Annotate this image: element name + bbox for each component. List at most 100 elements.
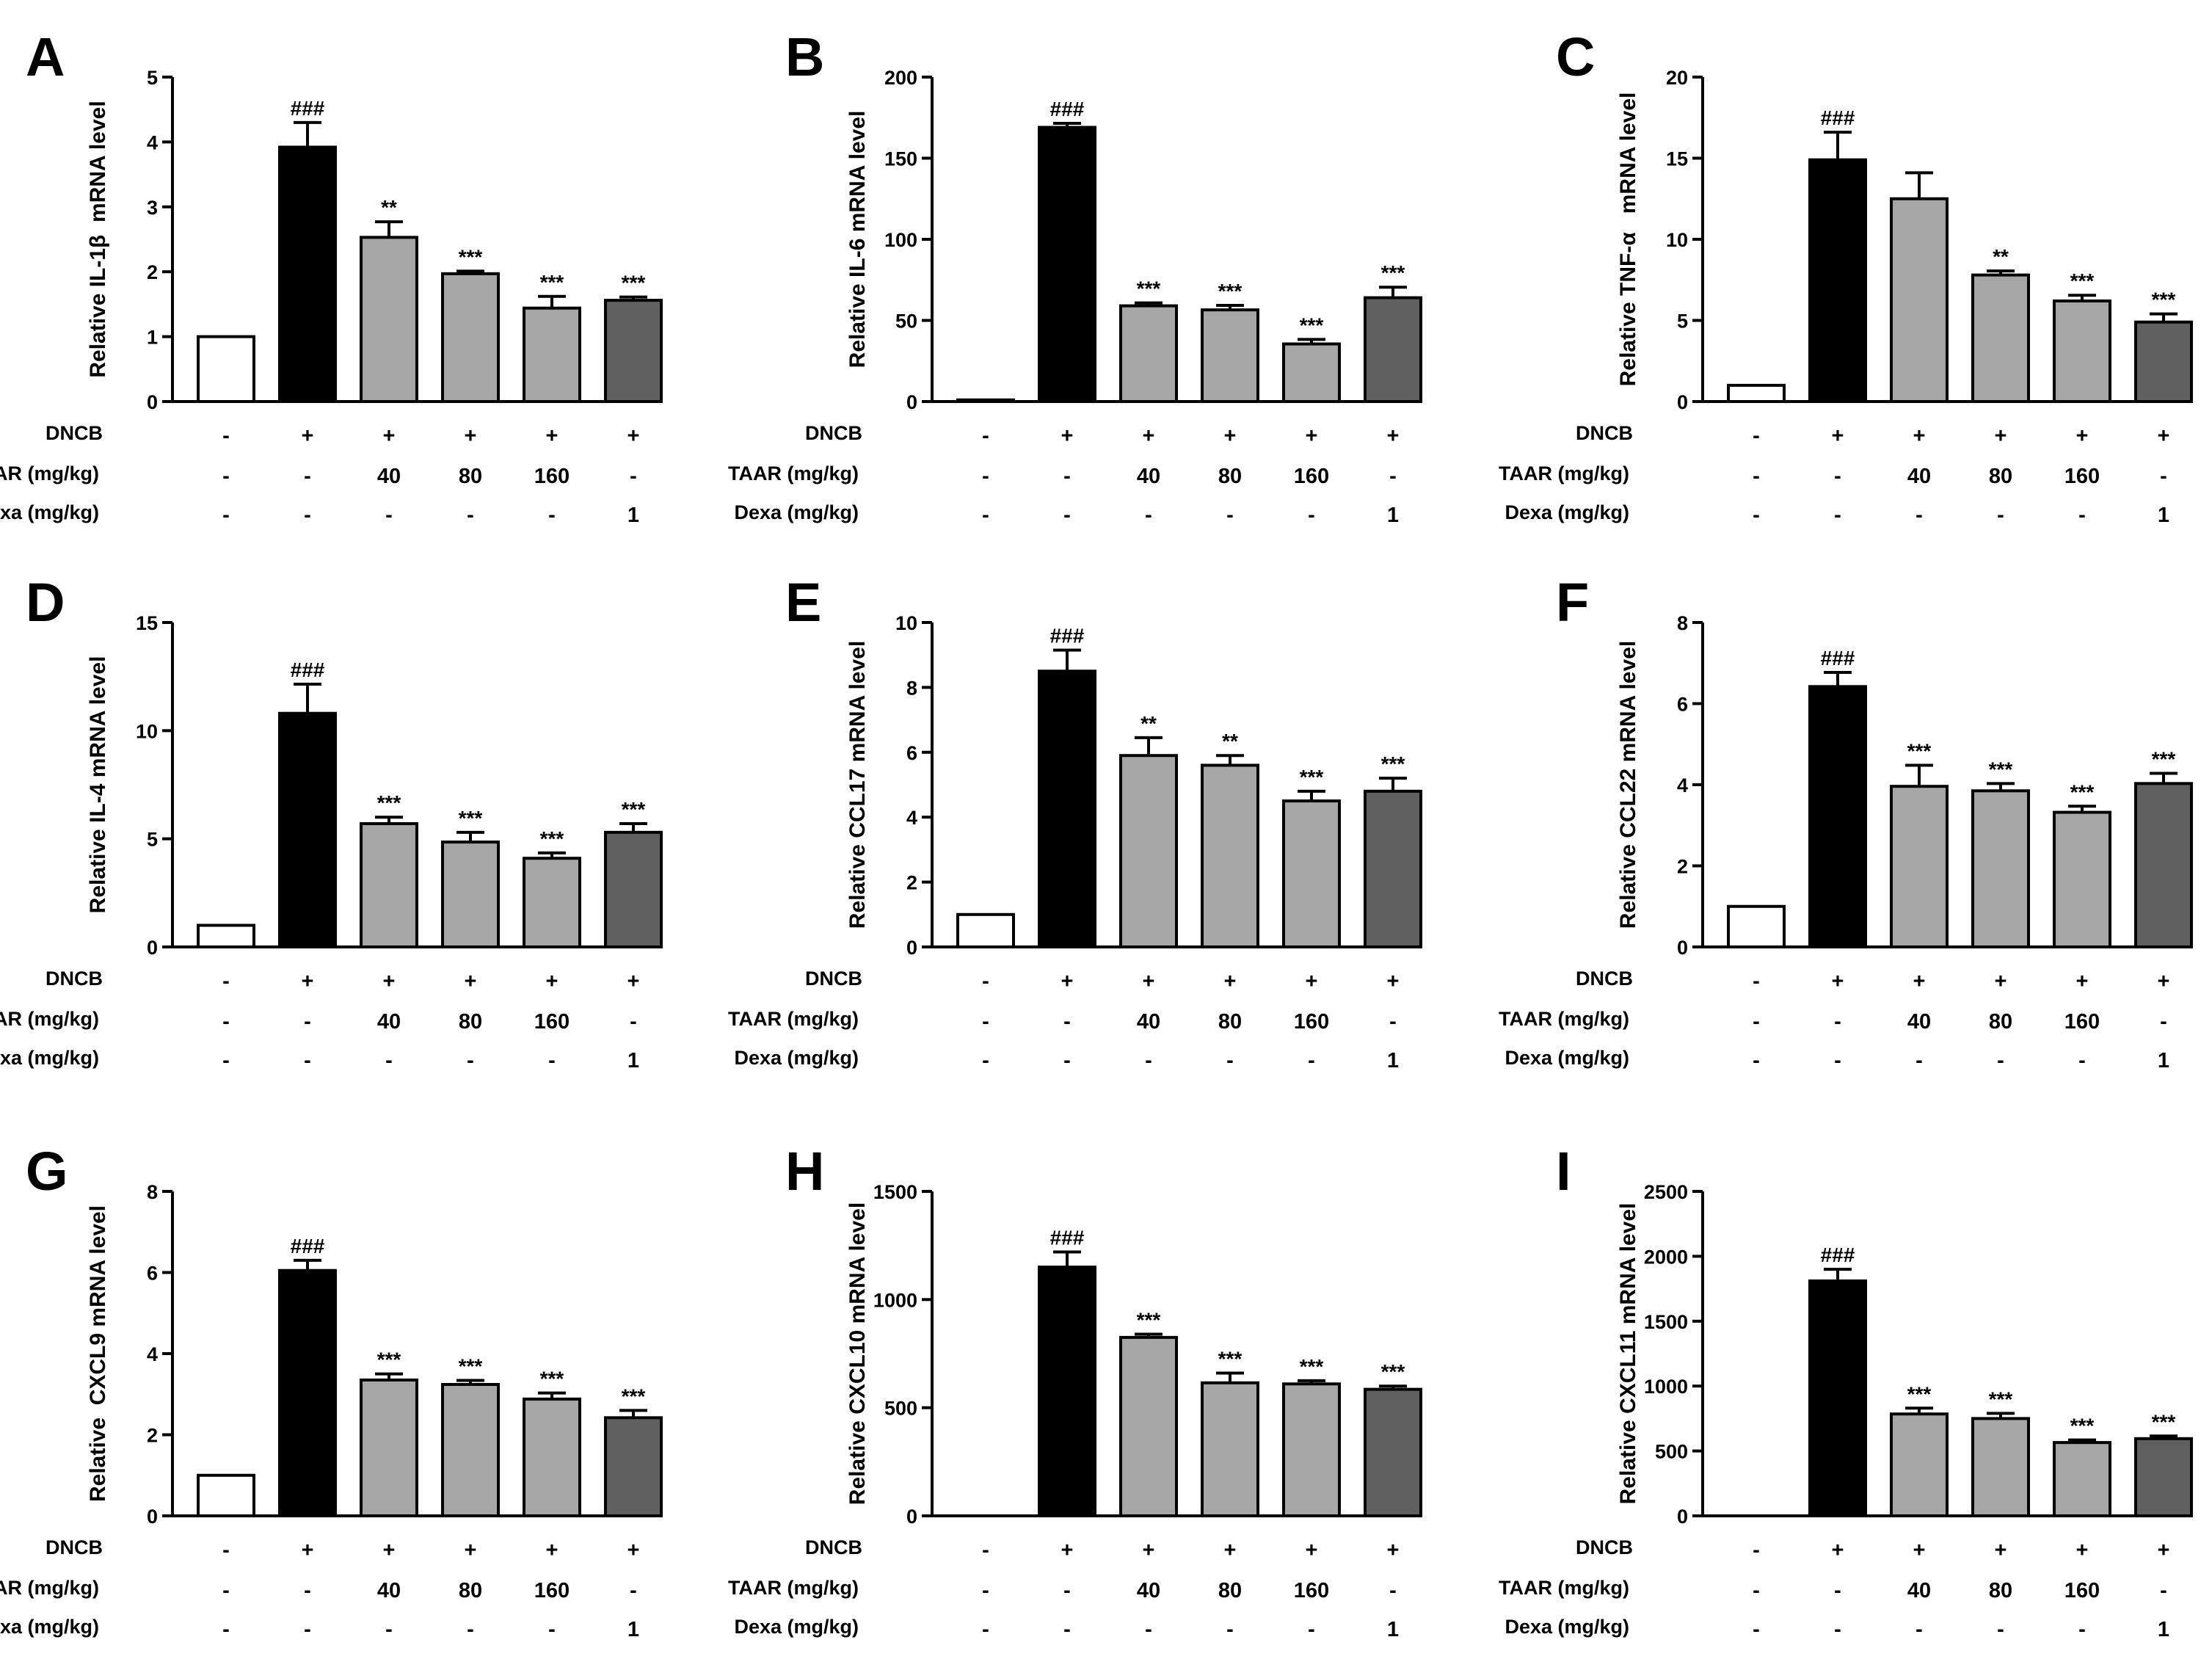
treatment-cell: 80	[459, 1579, 482, 1602]
treatment-cell: -	[222, 970, 230, 993]
y-tick-label: 1500	[873, 1181, 917, 1203]
y-tick-label: 0	[1677, 937, 1688, 959]
treatment-cell: +	[1832, 1539, 1844, 1562]
treatment-cell: -	[1753, 1579, 1760, 1602]
treatment-row-label: DNCB	[1576, 1536, 1633, 1558]
treatment-cell: 160	[1294, 1579, 1329, 1602]
significance-label: ###	[291, 658, 325, 681]
panel-d: D Relative IL-4 mRNA level 0 5 10 15 ### *** ***…	[0, 572, 663, 1072]
treatment-cell: +	[383, 424, 396, 448]
treatment-cell: 160	[2064, 1010, 2100, 1034]
bar	[956, 912, 1015, 949]
treatment-cell: -	[467, 1618, 474, 1641]
treatment-cell: -	[222, 1049, 230, 1072]
treatment-cell: -	[1916, 1049, 1923, 1072]
treatment-row-label: DNCB	[46, 968, 103, 990]
y-tick-label: 500	[1655, 1441, 1688, 1463]
panel-letter: E	[785, 572, 821, 633]
treatment-cell: -	[1997, 1618, 2004, 1641]
treatment-cell: +	[465, 424, 477, 448]
y-tick-label: 2000	[1644, 1246, 1688, 1268]
bar	[2134, 782, 2193, 949]
y-tick-label: 5	[1677, 311, 1688, 333]
treatment-cell: -	[548, 504, 556, 527]
treatment-cell: +	[302, 1539, 314, 1562]
treatment-cell: -	[630, 465, 637, 488]
treatment-row-label: DNCB	[46, 422, 103, 444]
y-tick-label: 3	[147, 197, 158, 219]
treatment-cell: -	[1916, 504, 1923, 527]
treatment-cell: -	[982, 465, 989, 488]
treatment-cell: -	[222, 1618, 230, 1641]
treatment-cell: -	[982, 424, 989, 448]
treatment-cell: 1	[1387, 504, 1399, 527]
y-tick-label: 2	[147, 261, 158, 283]
significance-label: ***	[377, 791, 401, 814]
y-tick-label: 2	[906, 872, 917, 894]
treatment-cell: -	[1753, 504, 1760, 527]
y-tick-label: 200	[884, 67, 917, 89]
treatment-cell: 160	[2064, 1579, 2100, 1602]
treatment-cell: +	[1306, 424, 1318, 448]
panel-letter: B	[785, 26, 824, 87]
panel-h: H Relative CXCL10 mRNA level 0 500 1000 1500 #…	[728, 1141, 1422, 1641]
treatment-cell: -	[1063, 1010, 1071, 1034]
y-tick-label: 500	[884, 1398, 917, 1420]
treatment-cell: +	[546, 1539, 559, 1562]
treatment-cell: +	[1143, 970, 1155, 993]
treatment-cell: -	[1063, 465, 1071, 488]
treatment-cell: -	[2078, 1618, 2086, 1641]
treatment-cell: -	[1063, 1579, 1071, 1602]
bar	[1364, 1387, 1422, 1517]
treatment-cell: +	[627, 970, 640, 993]
significance-label: ###	[1821, 106, 1855, 129]
panel-letter: F	[1556, 572, 1589, 633]
treatment-cell: -	[1308, 504, 1315, 527]
treatment-cell: -	[2078, 504, 2086, 527]
treatment-cell: -	[222, 1579, 230, 1602]
y-tick-label: 0	[1677, 391, 1688, 413]
y-tick-label: 4	[1677, 774, 1688, 796]
significance-label: ***	[622, 272, 646, 294]
treatment-cell: 80	[459, 1010, 482, 1034]
y-axis-label: Relative CXCL9 mRNA level	[86, 1205, 110, 1502]
treatment-cell: +	[627, 1539, 640, 1562]
treatment-cell: 1	[627, 1049, 639, 1072]
treatment-cell: +	[2076, 424, 2089, 448]
treatment-cell: -	[222, 424, 230, 448]
treatment-cell: +	[383, 970, 396, 993]
treatment-row-label: TAAR (mg/kg)	[0, 462, 99, 484]
significance-label: ***	[1300, 1355, 1324, 1378]
bar	[1119, 754, 1178, 948]
treatment-cell: -	[1834, 465, 1841, 488]
treatment-row-label: Dexa (mg/kg)	[734, 501, 859, 523]
treatment-cell: -	[982, 504, 989, 527]
significance-label: ***	[2070, 780, 2095, 803]
significance-label: ***	[377, 1348, 401, 1371]
significance-label: ***	[1381, 1360, 1405, 1383]
bar	[2053, 810, 2111, 948]
treatment-cell: +	[1306, 1539, 1318, 1562]
treatment-cell: -	[1753, 1539, 1760, 1562]
significance-label: ***	[2070, 1415, 2095, 1437]
bar	[1727, 383, 1786, 404]
y-tick-label: 1000	[1644, 1376, 1688, 1398]
treatment-cell: -	[304, 1618, 311, 1641]
bar	[1971, 1417, 2030, 1518]
treatment-cell: +	[1143, 1539, 1155, 1562]
treatment-cell: -	[1753, 1049, 1760, 1072]
panel-letter: I	[1556, 1141, 1571, 1202]
bar	[604, 830, 663, 948]
treatment-cell: 1	[627, 504, 639, 527]
bar	[1971, 273, 2030, 403]
significance-label: ***	[1381, 752, 1405, 775]
significance-label: ###	[291, 1235, 325, 1257]
y-axis-label: Relative IL-6 mRNA level	[845, 111, 870, 369]
bar	[1282, 1382, 1341, 1517]
significance-label: ###	[1050, 625, 1085, 647]
treatment-cell: 160	[534, 465, 570, 488]
bar	[1201, 1381, 1259, 1518]
treatment-cell: +	[1387, 424, 1400, 448]
y-tick-label: 100	[884, 229, 917, 251]
